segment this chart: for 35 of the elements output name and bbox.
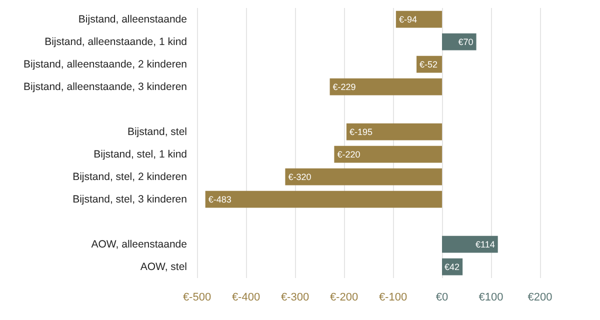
x-tick-label: €-500 bbox=[182, 292, 212, 304]
data-label: €-94 bbox=[398, 14, 417, 24]
y-tick-label: Bijstand, stel, 3 kinderen bbox=[72, 193, 188, 206]
bar bbox=[396, 10, 442, 28]
y-tick-label: Bijstand, alleenstaande, 2 kinderen bbox=[24, 58, 188, 70]
data-label: €-229 bbox=[332, 82, 356, 92]
y-tick-label: Bijstand, stel, 1 kind bbox=[94, 148, 188, 160]
x-tick-label: €-300 bbox=[280, 292, 310, 304]
x-tick-label: €0 bbox=[436, 292, 448, 304]
y-tick-label: Bijstand, stel, 2 kinderen bbox=[72, 170, 188, 183]
x-tick-label: €-100 bbox=[378, 292, 408, 304]
x-tick-label: €100 bbox=[478, 292, 504, 304]
y-tick-label: Bijstand, alleenstaande, 1 kind bbox=[44, 36, 188, 48]
x-tick-label: €200 bbox=[528, 292, 552, 304]
y-tick-label: Bijstand, stel bbox=[127, 126, 187, 138]
x-tick-label: €-400 bbox=[232, 292, 260, 304]
data-label: €-195 bbox=[349, 126, 372, 137]
y-tick-label: AOW, stel bbox=[140, 260, 187, 273]
y-tick-label: Bijstand, alleenstaande, 3 kinderen bbox=[24, 80, 188, 93]
y-tick-label: Bijstand, alleenstaande bbox=[78, 13, 188, 26]
data-label: €-52 bbox=[420, 59, 438, 70]
data-label: €42 bbox=[444, 262, 460, 272]
bar bbox=[330, 78, 442, 96]
data-label: €114 bbox=[476, 239, 495, 250]
data-label: €-320 bbox=[288, 172, 312, 182]
data-label: €-220 bbox=[337, 149, 360, 160]
data-label: €-483 bbox=[208, 194, 232, 204]
bar bbox=[346, 123, 442, 140]
bar bbox=[442, 236, 498, 253]
data-label: €70 bbox=[458, 36, 474, 47]
y-tick-label: AOW, alleenstaande bbox=[91, 238, 188, 250]
bar bbox=[334, 146, 442, 163]
bar bbox=[285, 168, 442, 186]
bar bbox=[205, 190, 442, 208]
x-tick-label: €-200 bbox=[330, 292, 358, 304]
